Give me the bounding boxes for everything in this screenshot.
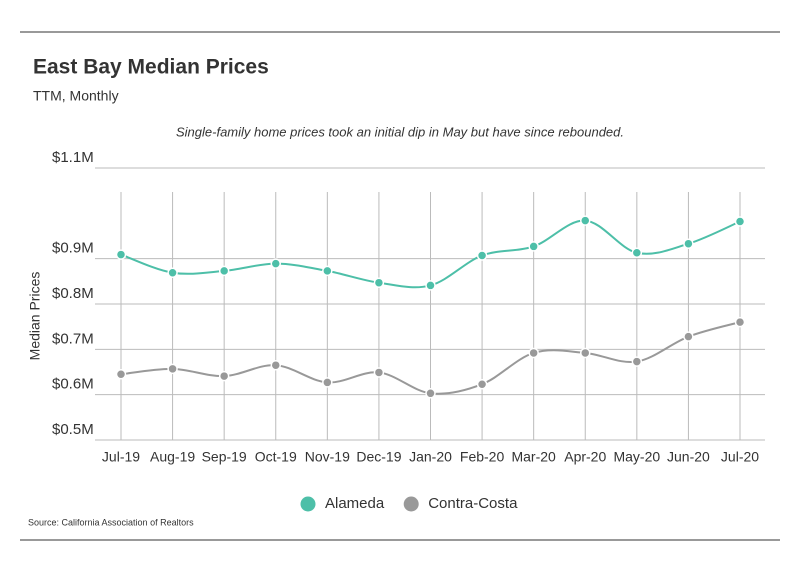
y-tick-label: $0.9M: [52, 240, 94, 257]
x-tick-label: Oct-19: [255, 449, 297, 465]
point: [580, 215, 591, 226]
point: [734, 216, 746, 227]
x-tick-label: May-20: [613, 449, 660, 465]
x-tick-label: Feb-20: [460, 449, 505, 465]
x-tick-label: Jun-20: [667, 449, 710, 465]
point: [218, 370, 230, 382]
y-tick-label: $0.7M: [52, 330, 94, 347]
point: [528, 241, 539, 252]
point: [322, 377, 333, 388]
point: [167, 363, 178, 375]
legend-swatch: [403, 496, 419, 512]
x-tick-label: Jul-20: [721, 449, 759, 465]
legend-label: Alameda: [325, 495, 385, 512]
point: [373, 367, 385, 378]
point: [683, 331, 694, 342]
point: [425, 280, 436, 291]
chart-title: East Bay Median Prices: [33, 56, 269, 79]
point: [631, 356, 643, 367]
x-tick-label: Mar-20: [511, 449, 556, 465]
point: [734, 316, 746, 328]
point: [167, 267, 178, 278]
y-tick-label: $0.5M: [52, 421, 94, 438]
x-tick-label: Dec-19: [356, 449, 401, 465]
point: [476, 250, 488, 261]
annotation: Single-family home prices took an initia…: [176, 124, 624, 139]
x-tick-label: Jan-20: [409, 449, 452, 465]
legend-label: Contra-Costa: [428, 495, 518, 512]
point: [425, 388, 436, 399]
point: [631, 247, 643, 259]
y-tick-label: $1.1M: [52, 149, 94, 166]
x-tick-label: Nov-19: [305, 449, 350, 465]
point: [270, 258, 281, 269]
x-tick-label: Jul-19: [102, 449, 140, 465]
chart-subtitle: TTM, Monthly: [33, 88, 119, 104]
y-tick-label: $0.8M: [52, 285, 94, 302]
x-tick-label: Aug-19: [150, 449, 195, 465]
point: [270, 359, 281, 371]
y-tick-label: $0.6M: [52, 376, 94, 393]
point: [373, 277, 385, 288]
point: [683, 238, 694, 249]
point: [476, 378, 488, 390]
point: [218, 265, 230, 277]
legend-swatch: [300, 496, 316, 512]
x-tick-label: Apr-20: [564, 449, 606, 465]
point: [322, 265, 333, 277]
x-tick-label: Sep-19: [202, 449, 247, 465]
point: [528, 347, 539, 359]
y-axis-label: Median Prices: [27, 272, 43, 361]
source: Source: California Association of Realto…: [28, 517, 194, 527]
point: [580, 347, 591, 359]
point: [115, 249, 127, 260]
point: [115, 369, 127, 380]
